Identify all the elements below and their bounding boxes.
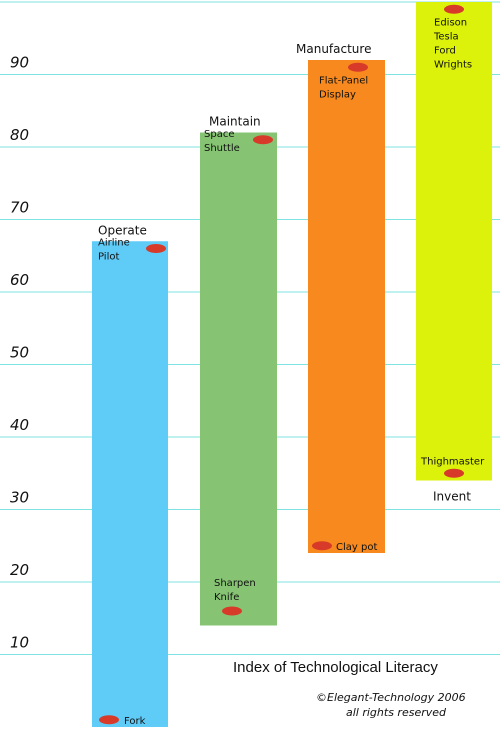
annotation-label: Knife [214, 592, 239, 603]
category-label: Manufacture [296, 42, 371, 56]
credit-line-1: ©Elegant-Technology 2006 [316, 691, 466, 704]
category-label: Invent [433, 490, 471, 504]
point-marker [99, 715, 119, 725]
point-marker [146, 244, 166, 253]
point-marker [444, 468, 464, 478]
point-marker [253, 135, 273, 145]
y-tick-label: 60 [10, 271, 29, 289]
annotation-label: Tesla [433, 31, 459, 42]
bar-maintain [200, 132, 277, 626]
point-marker [312, 541, 332, 551]
y-tick-label: 20 [10, 561, 29, 579]
y-tick-label: 30 [10, 489, 29, 507]
annotation-label: Edison [434, 17, 467, 28]
annotation-label: Shuttle [204, 143, 240, 154]
y-axis-ticks: 102030405060708090100 [10, 54, 29, 652]
y-tick-label: 10 [10, 634, 29, 652]
bar-invent [416, 2, 492, 481]
annotation-label: Ford [434, 45, 456, 56]
annotation-label: Space [204, 129, 234, 140]
annotation-label: Thighmaster [420, 456, 485, 467]
y-tick-label: 70 [10, 199, 29, 217]
point-marker [222, 606, 242, 616]
annotation-label: Fork [124, 716, 146, 727]
point-marker [348, 62, 368, 72]
annotation-label: Wrights [434, 59, 472, 70]
annotation-label: Airline [98, 238, 130, 249]
bars [92, 2, 492, 727]
y-tick-label: 50 [10, 344, 29, 362]
point-marker [444, 4, 464, 14]
y-tick-label: 40 [10, 416, 29, 434]
annotation-label: Pilot [98, 252, 119, 263]
annotation-label: Flat-Panel [319, 75, 368, 86]
bar-manufacture [308, 60, 385, 553]
category-label: Maintain [209, 115, 261, 129]
category-label: Operate [98, 223, 147, 237]
annotation-label: Display [319, 89, 356, 100]
chart-title: Index of Technological Literacy [233, 659, 438, 676]
credit-line-2: all rights reserved [346, 706, 447, 719]
y-tick-label: 90 [10, 54, 29, 72]
annotation-label: Clay pot [336, 542, 377, 553]
bar-operate [92, 241, 168, 727]
annotation-label: Sharpen [214, 578, 256, 589]
y-tick-label: 80 [10, 126, 29, 144]
